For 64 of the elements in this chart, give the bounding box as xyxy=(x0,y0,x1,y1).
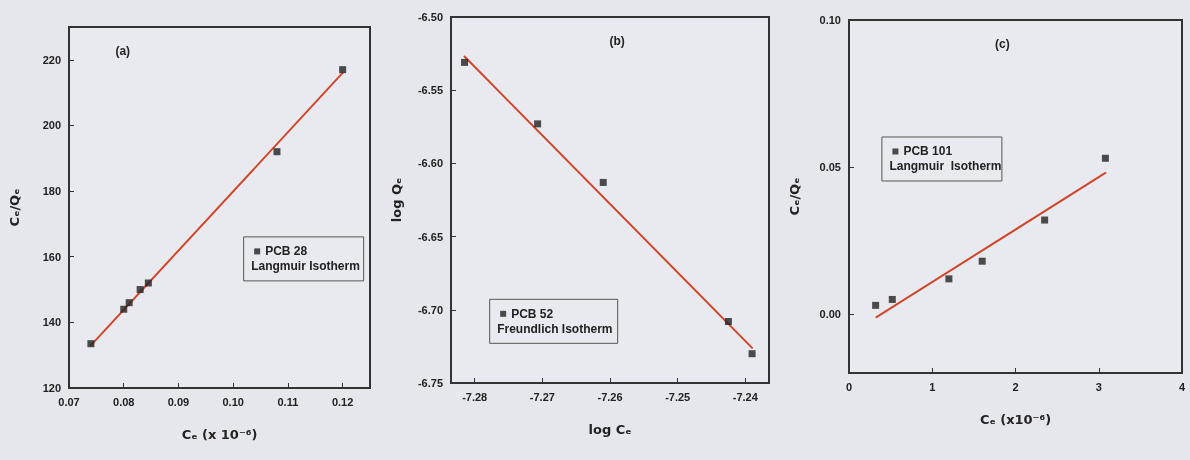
point xyxy=(599,178,607,186)
y-axis-title: Cₑ/Qₑ xyxy=(787,177,802,216)
y-tick-label: 160 xyxy=(42,250,61,263)
y-tick-label: 200 xyxy=(42,119,61,132)
point xyxy=(136,286,144,294)
y-axis-title: log Qₑ xyxy=(389,177,404,223)
point xyxy=(125,299,133,307)
x-axis-title: Cₑ (x 10⁻⁶) xyxy=(181,427,258,442)
x-axis-title: Cₑ (x10⁻⁶) xyxy=(979,412,1052,427)
x-tick-label: 0.09 xyxy=(167,395,190,408)
point xyxy=(534,120,542,128)
y-tick-label: 120 xyxy=(42,382,61,394)
x-tick-label: -7.27 xyxy=(529,390,555,403)
y-tick-label: -6.65 xyxy=(417,230,443,243)
point xyxy=(87,340,95,348)
legend-label: PCB 101 xyxy=(903,144,953,159)
annotation: Freundlich Isotherm xyxy=(497,321,613,336)
y-tick-label: -6.70 xyxy=(417,303,443,316)
x-tick-label: 4 xyxy=(1178,380,1186,393)
x-tick-label: 0 xyxy=(845,380,853,393)
x-axis-title: log Cₑ xyxy=(588,422,632,437)
x-tick-label: 0.10 xyxy=(222,395,244,408)
y-tick-label: 0.10 xyxy=(819,14,841,26)
x-tick-label: 1 xyxy=(929,380,936,393)
annotation: (b) xyxy=(609,34,625,48)
point xyxy=(872,301,880,309)
point xyxy=(273,148,281,156)
y-tick-label: -6.55 xyxy=(417,84,443,97)
point xyxy=(144,279,152,287)
x-tick-label: 0.12 xyxy=(331,395,354,408)
legend-label: PCB 28 xyxy=(265,244,308,259)
legend-label: PCB 52 xyxy=(511,306,554,321)
point xyxy=(748,350,756,358)
y-tick-label: 220 xyxy=(42,53,61,66)
y-tick-label: 140 xyxy=(42,316,61,329)
annotation: Langmuir Isotherm xyxy=(889,159,1002,174)
annotation: (a) xyxy=(115,44,131,58)
annotation: (c) xyxy=(994,37,1010,51)
point xyxy=(339,66,347,74)
x-tick-label: 0.11 xyxy=(277,395,299,408)
x-tick-label: -7.24 xyxy=(732,390,759,403)
point xyxy=(888,295,896,303)
point xyxy=(1101,154,1109,162)
x-tick-label: -7.25 xyxy=(665,390,691,403)
y-tick-label: 0.00 xyxy=(819,308,841,321)
y-tick-label: -6.75 xyxy=(417,377,443,389)
point xyxy=(120,305,128,313)
annotation: Langmuir Isotherm xyxy=(251,259,360,274)
point xyxy=(461,58,469,66)
x-tick-label: -7.28 xyxy=(462,390,488,403)
x-tick-label: -7.26 xyxy=(597,390,623,403)
y-tick-label: 180 xyxy=(42,185,61,198)
point xyxy=(978,257,986,265)
y-tick-label: -6.50 xyxy=(417,11,443,23)
point xyxy=(724,318,732,326)
y-axis-title: Cₑ/Qₑ xyxy=(7,188,22,227)
y-tick-label: -6.60 xyxy=(417,157,443,170)
x-tick-label: 0.07 xyxy=(58,395,80,408)
x-tick-label: 2 xyxy=(1012,380,1019,393)
point xyxy=(945,275,953,283)
y-tick-label: 0.05 xyxy=(819,161,841,174)
point xyxy=(1041,216,1049,224)
x-tick-label: 0.08 xyxy=(113,395,135,408)
x-tick-label: 3 xyxy=(1095,380,1102,393)
